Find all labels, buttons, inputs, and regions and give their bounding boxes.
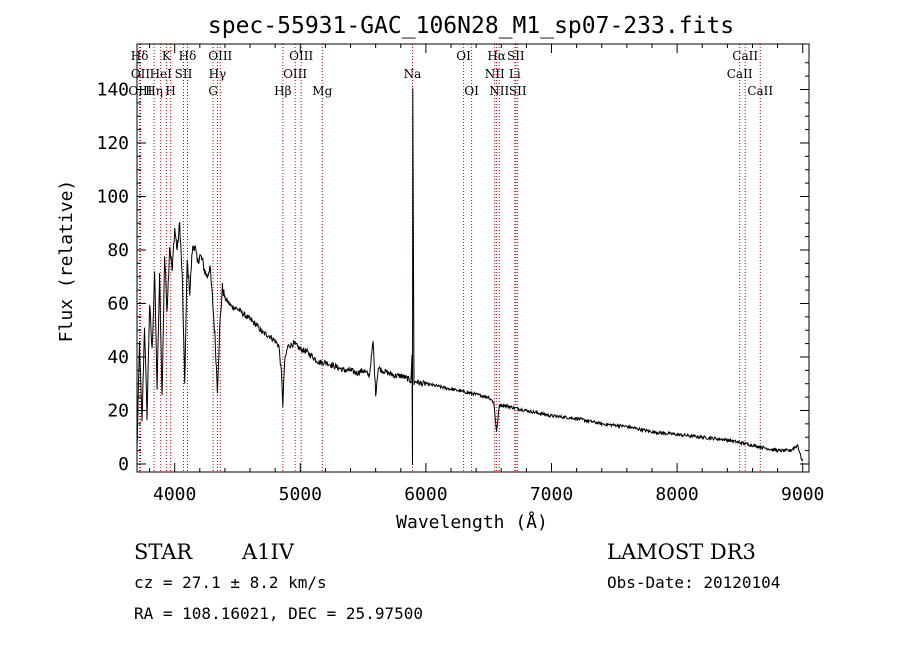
- spectral-line-label: NII: [485, 67, 505, 81]
- object-subclass: A1IV: [241, 540, 295, 564]
- y-tick-label: 100: [96, 186, 129, 207]
- y-tick-label: 40: [107, 347, 129, 368]
- spectral-line-label: CaII: [727, 67, 753, 81]
- spectral-line-label: SII: [507, 49, 525, 63]
- spectral-line-label: Hδ: [131, 49, 149, 63]
- spectral-line-label: CaII: [732, 49, 758, 63]
- spectral-line-label: K: [162, 49, 172, 63]
- spectral-line-label: OIII: [208, 49, 232, 63]
- object-class: STAR: [134, 540, 193, 564]
- spectral-line-label: OIII: [289, 49, 313, 63]
- spectral-line-label: Na: [404, 67, 422, 81]
- x-tick-label: 7000: [530, 484, 573, 505]
- spectral-line-label: Mg: [312, 84, 332, 98]
- y-tick-label: 120: [96, 133, 129, 154]
- y-tick-label: 60: [107, 293, 129, 314]
- spectral-line-label: Hα: [487, 49, 506, 63]
- x-tick-label: 9000: [781, 484, 824, 505]
- y-tick-label: 0: [118, 454, 129, 475]
- y-tick-label: 20: [107, 400, 129, 421]
- x-axis-label: Wavelength (Å): [396, 511, 548, 533]
- spectral-line-label: OI: [464, 84, 479, 98]
- x-tick-label: 4000: [153, 484, 196, 505]
- spectral-line-label: Hδ: [179, 49, 197, 63]
- obs-date: Obs-Date: 20120104: [607, 573, 780, 592]
- spectrum-series-line: [136, 88, 804, 465]
- y-tick-label: 140: [96, 79, 129, 100]
- spectral-line-label: OI: [456, 49, 471, 63]
- spectral-line-label: HeI: [150, 67, 173, 81]
- spectral-line-label: Hγ: [209, 67, 227, 81]
- spectral-line-label: SII: [175, 67, 193, 81]
- spectral-line-label: SII: [509, 84, 527, 98]
- x-tick-label: 6000: [404, 484, 447, 505]
- spectral-line-label: NII: [489, 84, 509, 98]
- spectral-line-label: Li: [509, 67, 521, 81]
- redshift-text: cz = 27.1 ± 8.2 km/s: [134, 573, 327, 592]
- spectral-line-label: OII: [131, 67, 151, 81]
- plot-frame: [136, 43, 810, 473]
- x-tick-label: 8000: [655, 484, 698, 505]
- spectral-line-label: CaII: [747, 84, 773, 98]
- x-tick-label: 5000: [279, 484, 322, 505]
- y-tick-label: 80: [107, 240, 129, 261]
- spectral-line-label: OIII: [283, 67, 307, 81]
- chart-title: spec-55931-GAC_106N28_M1_sp07-233.fits: [208, 13, 734, 39]
- spectral-line-label: G: [208, 84, 218, 98]
- y-axis-label: Flux (relative): [56, 180, 77, 343]
- spectral-line-label: Hη: [145, 84, 163, 98]
- coordinates: RA = 108.16021, DEC = 25.97500: [134, 604, 423, 623]
- spectral-line-label: H: [165, 84, 175, 98]
- survey-name: LAMOST DR3: [607, 540, 756, 564]
- spectral-line-label: OIII: [128, 84, 152, 98]
- spectral-line-label: Hβ: [274, 84, 291, 98]
